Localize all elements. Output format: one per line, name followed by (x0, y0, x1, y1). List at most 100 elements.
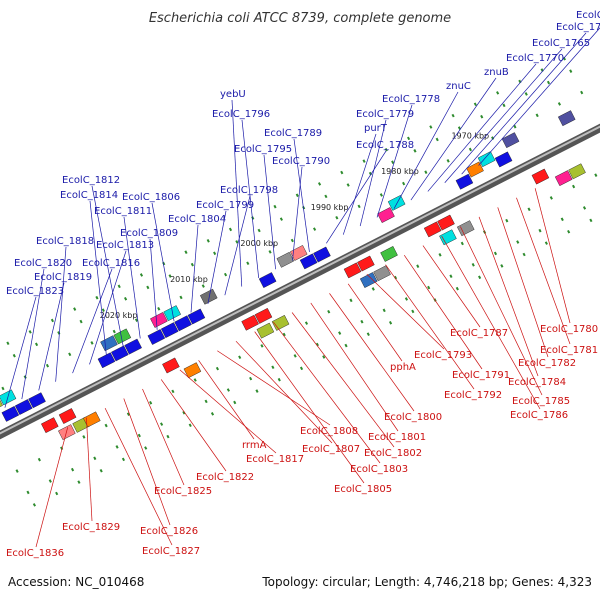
gene-label-upper: EcolC_1798 (220, 185, 278, 196)
gene-label-lower: EcolC_1807 (302, 444, 360, 455)
tick-mark (93, 456, 97, 461)
leader-line (231, 99, 243, 287)
leader-line (292, 166, 303, 261)
leader-line (263, 154, 276, 270)
gene-label-upper: EcolC_1819 (34, 272, 92, 283)
tick-mark (594, 173, 598, 177)
gene-label-lower: EcolC_1802 (364, 448, 422, 459)
leader-line (329, 293, 415, 412)
gene-feature (343, 262, 362, 279)
leader-line (91, 185, 124, 348)
tick-mark (233, 400, 237, 405)
leader-line (347, 283, 403, 362)
tick-mark (327, 309, 331, 314)
leader-line (444, 48, 563, 184)
tick-mark (149, 400, 153, 405)
gene-label-lower: EcolC_1827 (142, 546, 200, 557)
gene-feature (373, 265, 391, 282)
leader-line (224, 195, 251, 296)
tick-mark (338, 331, 342, 335)
gene-label-upper: EcolC_1809 (120, 228, 178, 239)
tick-mark (121, 457, 126, 462)
tick-mark (246, 261, 250, 266)
tick-mark (70, 467, 75, 472)
label-leader-lines (4, 27, 600, 548)
tick-mark (299, 366, 304, 371)
gene-feature (423, 221, 442, 238)
tick-mark (502, 103, 506, 108)
tick-mark (206, 239, 210, 243)
tick-mark (413, 149, 417, 153)
leader-line (310, 302, 399, 432)
gene-feature (199, 288, 218, 305)
gene-feature (83, 411, 101, 428)
leader-line (104, 407, 173, 546)
gene-label-lower: EcolC_1808 (300, 426, 358, 437)
tick-mark (60, 446, 64, 451)
gene-label-upper: EcolC_1820 (14, 258, 72, 269)
gene-feature (380, 246, 398, 262)
gene-label-upper: EcolC_1796 (212, 109, 270, 120)
gene-labels: EcolC_1763EcolC_1764 EcolC_1765 EcolC_1770… (6, 10, 600, 559)
leader-line (179, 369, 277, 454)
leader-line (217, 350, 331, 426)
leader-line (89, 250, 127, 365)
tick-mark (90, 341, 94, 345)
gene-feature (466, 161, 484, 178)
tick-mark (115, 445, 119, 449)
leader-line (55, 246, 67, 382)
tick-mark (124, 297, 128, 301)
leader-line (478, 27, 600, 166)
tick-mark (166, 434, 170, 439)
gene-feature (387, 194, 406, 211)
gene-feature (111, 345, 129, 362)
gene-feature (377, 207, 395, 223)
tick-mark (249, 376, 253, 381)
leader-line (441, 235, 541, 410)
gene-feature (289, 245, 308, 261)
gene-label-lower: EcolC_1780 (540, 324, 598, 335)
gene-feature (313, 246, 331, 263)
tick-mark (407, 136, 411, 141)
kbp-label: 2020 kbp (100, 311, 138, 320)
tick-mark (139, 273, 144, 277)
gene-feature (258, 272, 277, 288)
tick-mark (279, 217, 283, 221)
tick-mark (55, 491, 59, 496)
gene-feature (477, 151, 496, 168)
tick-mark (99, 468, 103, 473)
gene-label-lower: EcolC_1801 (368, 432, 426, 443)
tick-mark (1, 386, 5, 391)
topology-text: Topology: circular; Length: 4,746,218 bp… (261, 575, 592, 589)
tick-mark (569, 69, 573, 73)
tick-mark (468, 147, 472, 152)
tick-mark (144, 446, 148, 450)
tick-mark (26, 490, 30, 495)
gene-label-lower: EcolC_1786 (510, 410, 568, 421)
leader-line (207, 210, 227, 304)
tick-mark (79, 319, 83, 324)
tick-mark (567, 229, 571, 234)
tick-mark (137, 433, 141, 438)
tick-mark (317, 182, 322, 186)
gene-feature (58, 408, 77, 424)
tick-mark (438, 253, 442, 257)
gene-label-lower: EcolC_1784 (508, 377, 566, 388)
gene-label-lower: EcolC_1793 (414, 350, 472, 361)
gene-label-upper: EcolC_1764 (556, 22, 600, 33)
gene-label-upper: EcolC_1823 (6, 286, 64, 297)
tick-mark (460, 241, 464, 246)
leader-line (410, 77, 497, 201)
tick-mark (193, 378, 197, 382)
gene-feature (456, 220, 475, 237)
tick-mark (580, 90, 584, 95)
gene-feature (14, 399, 33, 415)
leader-line (241, 119, 260, 278)
tick-mark (496, 91, 500, 95)
gene-feature (357, 255, 375, 272)
gene-feature (501, 132, 520, 149)
tick-mark (77, 480, 81, 484)
gene-label-upper: EcolC_1790 (272, 156, 330, 167)
leader-line (89, 200, 107, 356)
gene-label-upper: EcolC_1812 (62, 175, 120, 186)
